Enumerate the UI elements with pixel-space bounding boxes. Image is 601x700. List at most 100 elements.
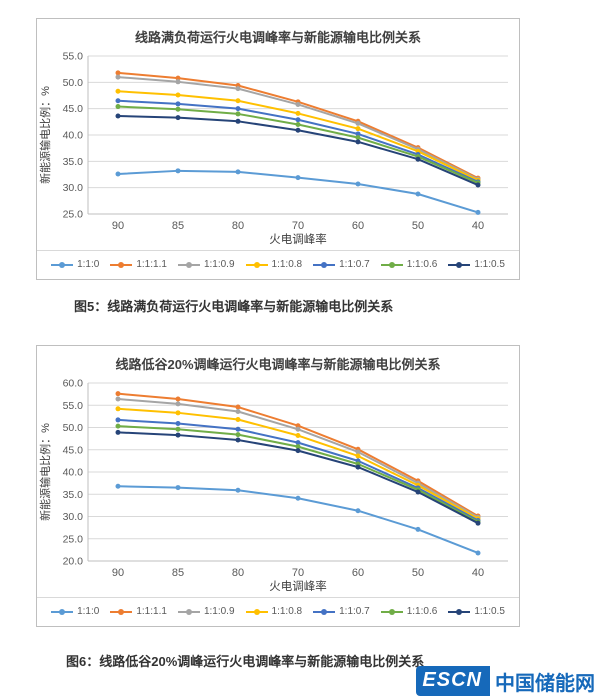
legend-marker-icon	[51, 261, 74, 269]
data-point-marker	[415, 489, 421, 495]
y-tick-label: 55.0	[63, 400, 84, 412]
y-tick-label: 30.0	[63, 511, 84, 523]
legend-item: 1:1:0	[51, 259, 99, 270]
data-point-marker	[235, 118, 241, 124]
data-point-marker	[355, 453, 361, 459]
data-point-marker	[175, 485, 181, 491]
data-point-marker	[175, 75, 181, 81]
legend-label: 1:1:1.1	[136, 606, 167, 617]
page: 线路满负荷运行火电调峰率与新能源输电比例关系 25.0 30.0 35.0 40.0 4…	[0, 18, 601, 700]
legend-item: 1:1:0.8	[245, 606, 303, 617]
y-tick-label: 60.0	[63, 378, 84, 390]
data-point-marker	[355, 126, 361, 132]
data-point-marker	[355, 464, 361, 470]
data-point-marker	[115, 429, 121, 435]
data-point-marker	[475, 182, 481, 188]
data-point-marker	[295, 121, 301, 127]
data-point-marker	[235, 426, 241, 432]
data-point-marker	[115, 171, 121, 177]
legend-label: 1:1:0.8	[271, 606, 303, 617]
legend-marker-icon	[313, 261, 336, 269]
legend-item: 1:1:1.1	[110, 259, 167, 270]
data-point-marker	[355, 120, 361, 126]
chart-legend: 1:1:0 1:1:1.1 1:1:0.9 1:1:0.8 1:1:0.7 1:1:0.6…	[37, 597, 519, 626]
watermark: ESCN 中国储能网	[416, 666, 595, 696]
data-point-marker	[175, 106, 181, 112]
legend-label: 1:1:0.7	[339, 259, 370, 270]
x-axis-title: 火电调峰率	[269, 579, 327, 593]
legend-marker-icon	[177, 261, 200, 269]
data-point-marker	[115, 70, 121, 76]
legend-item: 1:1:0.7	[313, 259, 370, 270]
data-point-marker	[235, 111, 241, 117]
legend-marker-icon	[245, 608, 268, 616]
data-point-marker	[175, 410, 181, 416]
data-point-marker	[355, 135, 361, 141]
data-point-marker	[235, 86, 241, 92]
data-point-marker	[175, 168, 181, 174]
legend-label: 1:1:0.9	[203, 606, 235, 617]
x-tick-label: 90	[112, 220, 124, 232]
x-tick-label: 50	[412, 567, 424, 579]
y-tick-label: 55.0	[63, 51, 84, 63]
legend-marker-icon	[110, 608, 133, 616]
legend-item: 1:1:1.1	[110, 606, 167, 617]
x-tick-label: 80	[232, 567, 244, 579]
legend-marker-icon	[448, 261, 471, 269]
data-point-marker	[295, 426, 301, 432]
y-tick-label: 45.0	[63, 444, 84, 456]
data-point-marker	[295, 127, 301, 133]
data-point-marker	[295, 110, 301, 116]
data-point-marker	[115, 104, 121, 110]
legend-marker-icon	[177, 608, 200, 616]
legend-item: 1:1:0.6	[380, 259, 437, 270]
legend-label: 1:1:0.8	[271, 259, 303, 270]
data-point-marker	[175, 92, 181, 98]
y-axis-title: 新能源输电比例：%	[38, 423, 52, 521]
legend-marker-icon	[245, 261, 268, 269]
data-point-marker	[175, 396, 181, 402]
chart-title: 线路低谷20%调峰运行火电调峰率与新能源输电比例关系	[115, 357, 441, 372]
x-tick-label: 70	[292, 220, 304, 232]
data-point-marker	[295, 101, 301, 107]
legend-label: 1:1:0.5	[474, 606, 505, 617]
legend-marker-icon	[448, 608, 471, 616]
x-tick-label: 80	[232, 220, 244, 232]
data-point-marker	[295, 175, 301, 181]
chart-plot: 25.0 30.0 35.0 40.0 45.0 50.0 55.0 90 85 80 70 60 50…	[38, 51, 508, 246]
data-point-marker	[415, 156, 421, 162]
y-tick-label: 50.0	[63, 422, 84, 434]
y-tick-label: 20.0	[63, 556, 84, 568]
legend-label: 1:1:1.1	[136, 259, 167, 270]
data-point-marker	[235, 416, 241, 422]
data-point-marker	[295, 444, 301, 450]
chart-plot: 20.0 25.0 30.0 35.0 40.0 45.0 50.0 55.0 60.0 90 85…	[38, 378, 508, 593]
x-axis-title: 火电调峰率	[269, 232, 327, 246]
y-axis-title: 新能源输电比例：%	[38, 86, 52, 184]
data-point-marker	[115, 396, 121, 402]
data-point-marker	[115, 483, 121, 489]
legend-item: 1:1:0	[51, 606, 99, 617]
legend-label: 1:1:0	[77, 606, 100, 617]
legend-item: 1:1:0.7	[313, 606, 370, 617]
data-point-marker	[355, 139, 361, 145]
legend-item: 1:1:0.8	[245, 259, 303, 270]
data-point-marker	[415, 191, 421, 197]
legend-label: 1:1:0.5	[474, 259, 505, 270]
data-point-marker	[115, 391, 121, 397]
y-tick-label: 50.0	[63, 77, 84, 89]
data-point-marker	[175, 420, 181, 426]
data-point-marker	[295, 495, 301, 501]
data-point-marker	[175, 79, 181, 85]
data-point-marker	[235, 106, 241, 112]
legend-marker-icon	[380, 261, 403, 269]
data-point-marker	[175, 426, 181, 432]
x-tick-label: 85	[172, 220, 184, 232]
y-tick-label: 25.0	[63, 533, 84, 545]
data-point-marker	[295, 423, 301, 429]
data-point-marker	[475, 520, 481, 526]
data-point-marker	[475, 550, 481, 556]
data-point-marker	[295, 117, 301, 123]
y-tick-label: 35.0	[63, 156, 84, 168]
x-tick-label: 85	[172, 567, 184, 579]
